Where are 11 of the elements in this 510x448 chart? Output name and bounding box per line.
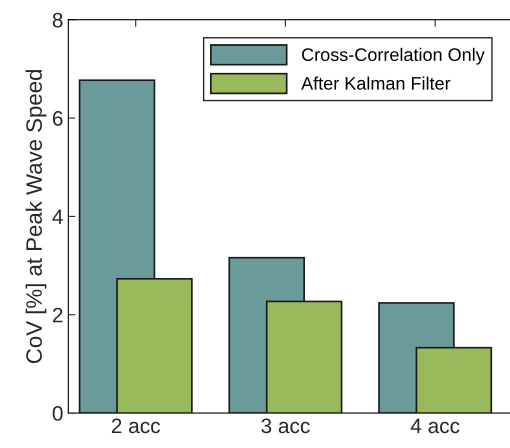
y-tick-label: 8	[52, 12, 63, 28]
y-tick-label: 0	[52, 406, 63, 421]
x-tick-label: 4 acc	[410, 418, 460, 434]
y-tick-label: 2	[52, 308, 62, 322]
legend-label: After Kalman Filter	[301, 76, 450, 90]
y-axis-title: CoV [%] at Peak Wave Speed	[26, 70, 46, 364]
legend-label: Cross-Correlation Only	[302, 48, 485, 65]
x-tick-label: 3 acc	[261, 418, 310, 434]
y-tick-label: 4	[52, 210, 63, 224]
y-tick-label: 6	[52, 111, 63, 126]
x-tick-label: 2 acc	[112, 418, 160, 434]
